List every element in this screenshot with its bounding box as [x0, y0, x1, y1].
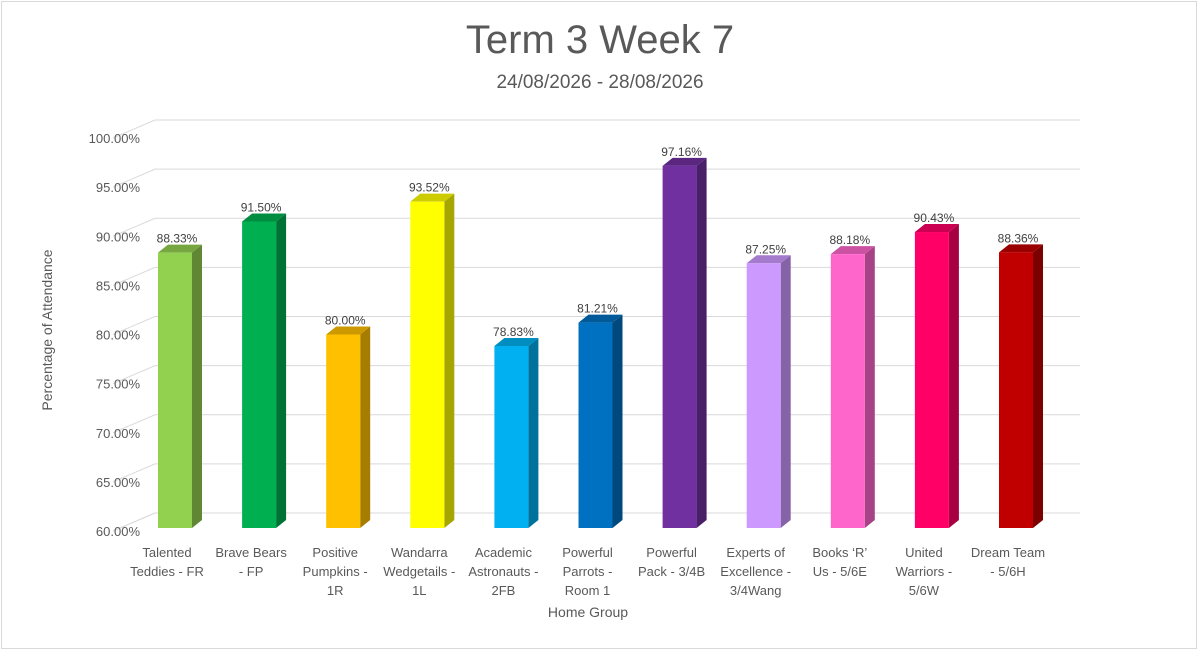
bar-top — [410, 193, 455, 202]
bar-side — [612, 314, 623, 528]
bar-side — [1033, 244, 1043, 528]
data-label: 88.33% — [157, 232, 198, 246]
y-axis-ticks: 60.00% 65.00% 70.00% 75.00% 80.00% 85.00% 90.0… — [89, 131, 141, 539]
bar — [494, 345, 529, 528]
bar-side — [444, 193, 455, 528]
data-label: 91.50% — [241, 201, 282, 215]
category-label: Academic Astronauts -2FB — [468, 545, 538, 598]
y-tick-label: 65.00% — [96, 475, 141, 490]
bar-group — [494, 337, 539, 528]
chart-subtitle: 24/08/2026 - 28/08/2026 — [496, 72, 704, 93]
bar-top — [494, 337, 539, 346]
bars — [158, 157, 1043, 529]
bar-top — [662, 157, 707, 166]
data-label: 93.52% — [409, 181, 450, 195]
y-tick-label: 85.00% — [96, 278, 141, 293]
bar-side — [276, 213, 287, 528]
data-label: 87.25% — [745, 242, 786, 256]
bar — [242, 221, 277, 528]
category-label: Talented Teddies - FR — [130, 545, 204, 579]
bar-side — [192, 244, 202, 528]
x-axis-title: Home Group — [548, 604, 628, 620]
category-label: Brave Bears - FP — [215, 545, 287, 579]
bar-top — [326, 326, 371, 335]
bar — [326, 334, 361, 528]
y-tick-label: 80.00% — [96, 328, 141, 343]
y-tick-label: 70.00% — [96, 426, 141, 441]
bar-group — [662, 157, 707, 528]
bar-top — [914, 224, 959, 233]
bar-group — [158, 244, 202, 528]
data-label: 78.83% — [493, 325, 534, 339]
category-label: Powerful Pack - 3/4B — [638, 545, 705, 579]
bar-side — [360, 326, 371, 528]
data-label: 88.18% — [829, 233, 870, 247]
bar-group — [326, 326, 371, 528]
chart-title: Term 3 Week 7 — [465, 18, 735, 62]
bar-group — [914, 224, 959, 528]
bar-group — [578, 314, 623, 528]
data-label: 81.21% — [577, 302, 618, 316]
bar-top — [999, 244, 1043, 253]
bar-group — [410, 193, 455, 528]
bar-side — [864, 246, 875, 528]
gridline — [112, 217, 1080, 237]
bar-side — [780, 255, 791, 529]
bar-group — [999, 244, 1043, 528]
bar-group — [242, 213, 287, 528]
y-tick-label: 100.00% — [89, 131, 141, 146]
bar — [830, 254, 865, 528]
data-label: 80.00% — [325, 314, 366, 328]
bar-top — [830, 246, 875, 255]
y-tick-label: 90.00% — [96, 229, 141, 244]
floor-edge — [112, 512, 156, 532]
bar — [746, 263, 781, 528]
bar-group — [746, 255, 791, 529]
data-label: 88.36% — [998, 231, 1039, 245]
category-label: Dream Team - 5/6H — [971, 545, 1045, 579]
bar-top — [746, 255, 791, 264]
bar — [999, 252, 1033, 528]
gridline — [112, 119, 1080, 139]
bar — [914, 232, 949, 528]
bar-top — [242, 213, 287, 222]
category-label: Powerful Parrots -Room 1 — [562, 545, 613, 598]
bar — [158, 252, 192, 528]
y-axis-title: Percentage of Attendance — [39, 249, 55, 410]
bar — [578, 322, 613, 528]
category-label: Books ‘R’ Us - 5/6E — [812, 545, 867, 579]
bar-side — [696, 157, 707, 528]
y-tick-label: 75.00% — [96, 377, 141, 392]
data-label: 97.16% — [661, 145, 702, 159]
bar — [662, 165, 697, 528]
bar — [410, 201, 445, 528]
bar-group — [830, 246, 875, 528]
y-tick-label: 95.00% — [96, 180, 141, 195]
y-tick-label: 60.00% — [96, 524, 141, 539]
category-label: Wandarra Wedgetails -1L — [383, 545, 455, 598]
bar-top — [158, 244, 202, 253]
category-label: Positive Pumpkins -1R — [303, 545, 368, 598]
bar-side — [948, 224, 959, 528]
bar-top — [578, 314, 623, 323]
bar-side — [528, 337, 539, 528]
category-label: Experts of Excellence -3/4Wang — [720, 545, 791, 598]
data-label: 90.43% — [914, 211, 955, 225]
data-labels: 88.33% 91.50% 80.00% 93.52% 78.83% 81.21% 97.1… — [157, 145, 1039, 339]
gridline — [112, 168, 1080, 188]
category-label: United Warriors -5/6W — [896, 545, 953, 598]
category-labels: Talented Teddies - FR Brave Bears - FP Posit… — [130, 545, 1045, 598]
